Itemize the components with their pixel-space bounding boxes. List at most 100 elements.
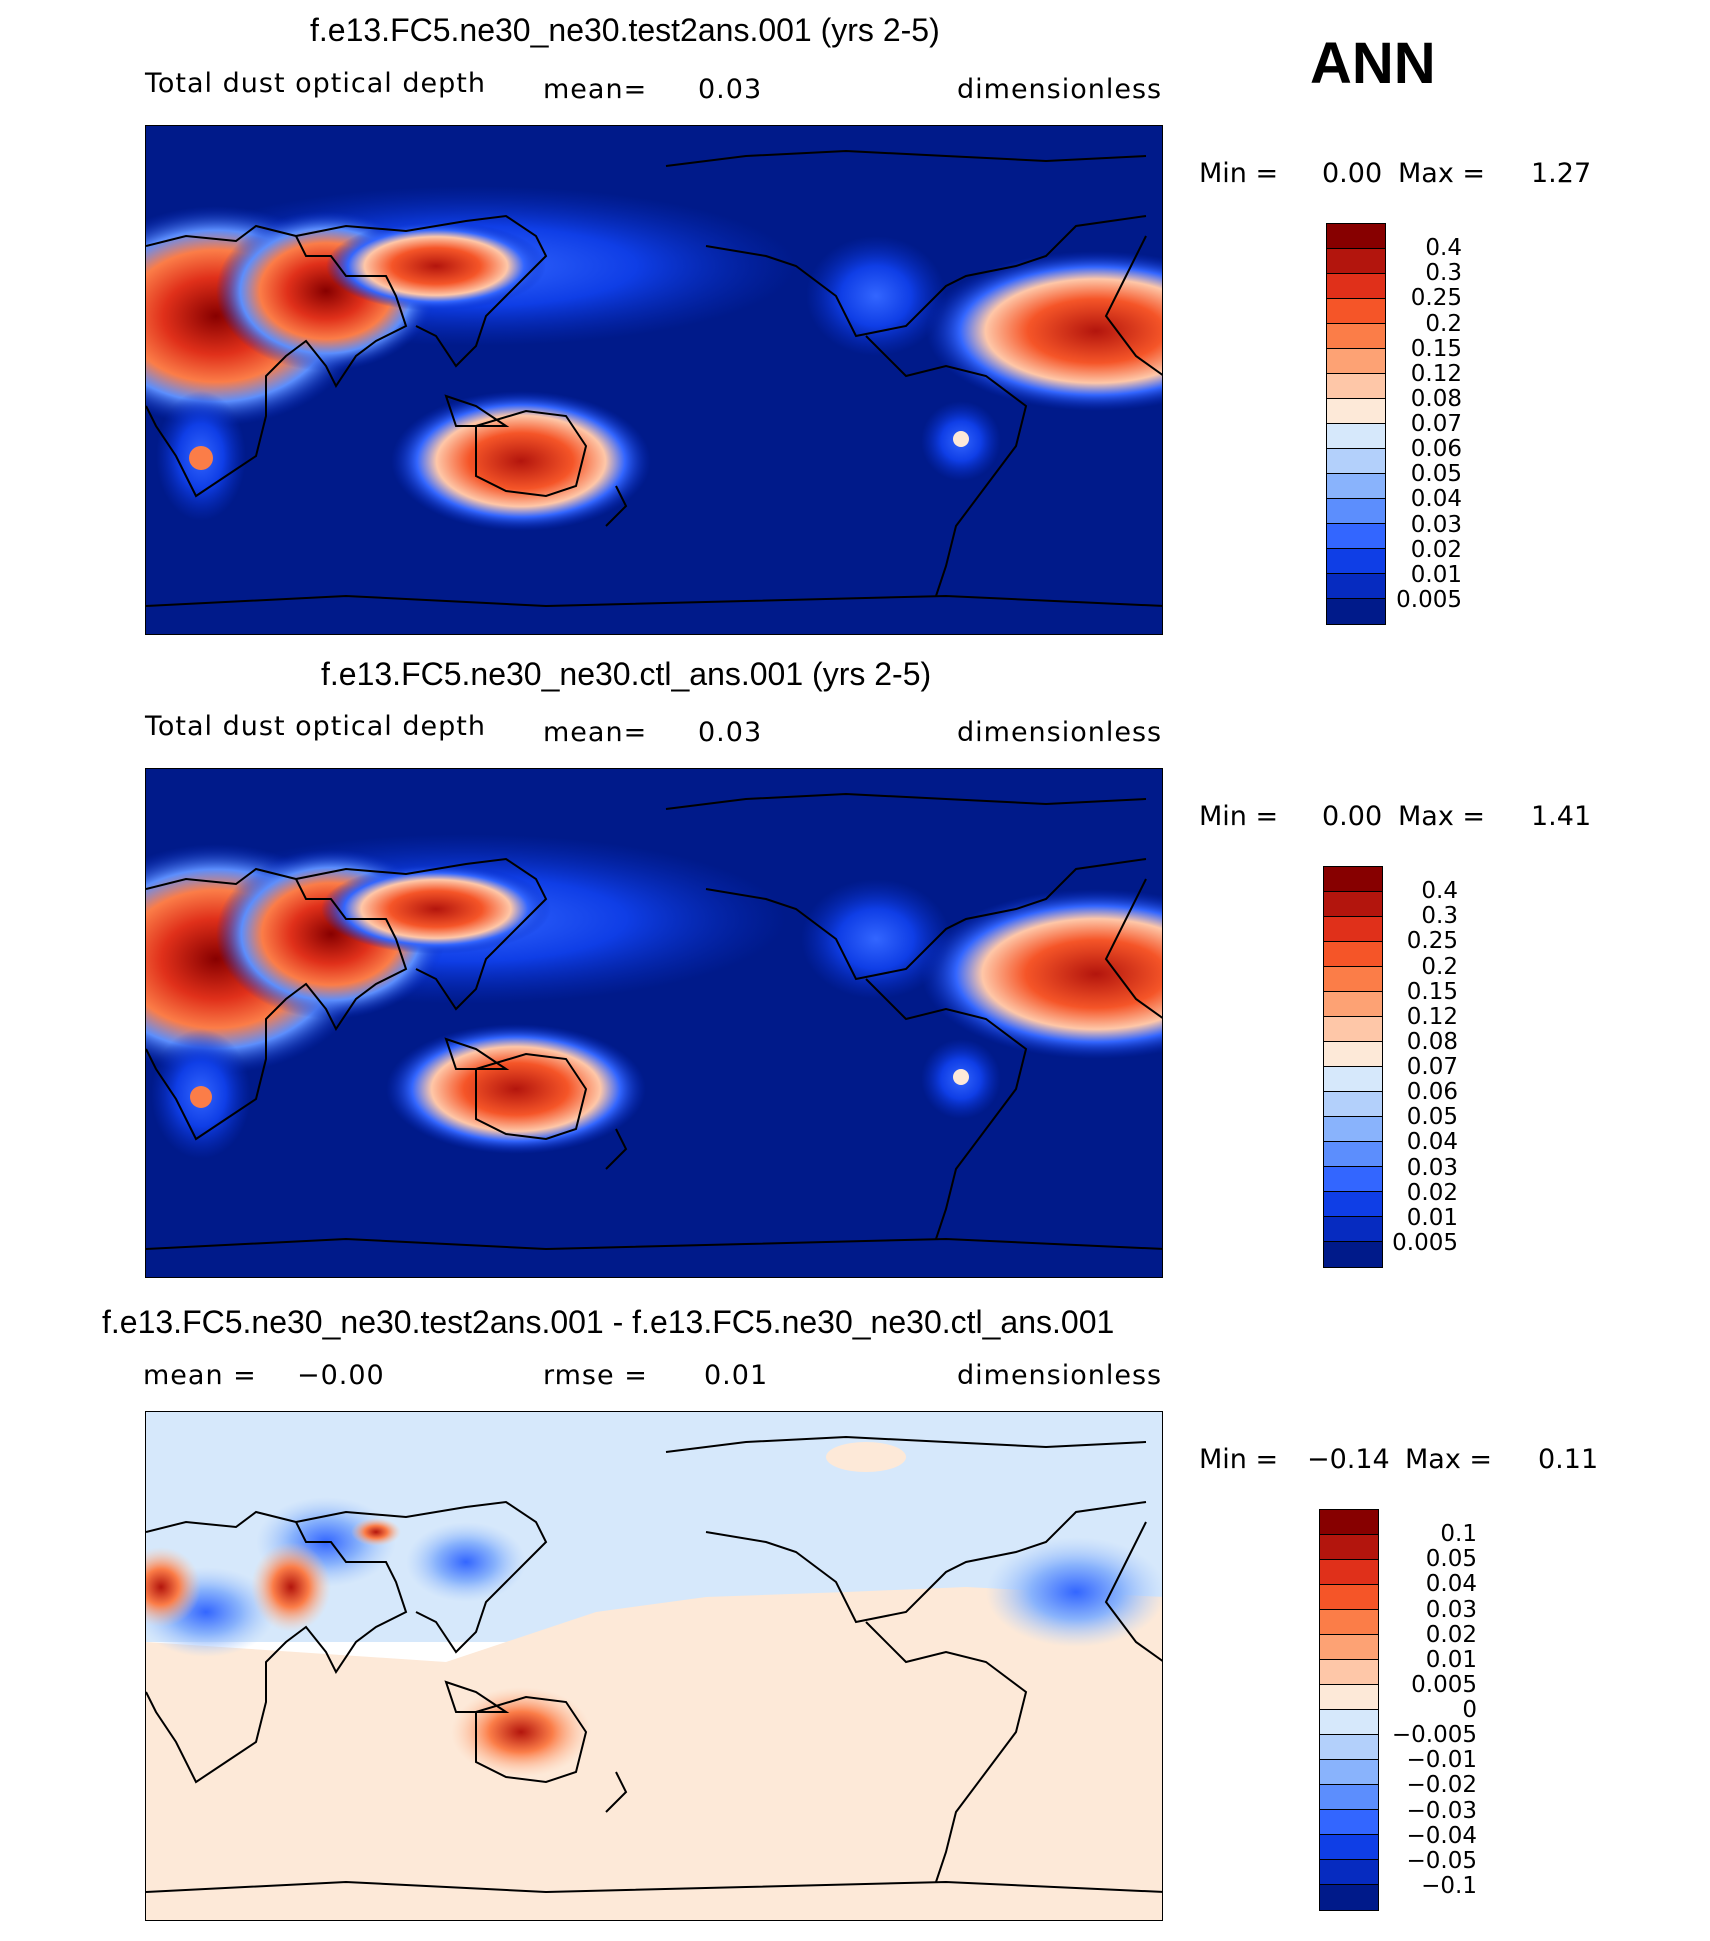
colorbar-swatch [1324, 1117, 1382, 1142]
colorbar-swatch [1320, 1810, 1378, 1835]
colorbar-swatch [1324, 992, 1382, 1017]
panel-diff-max-value: 0.11 [1538, 1444, 1599, 1475]
colorbar-swatch [1320, 1860, 1378, 1885]
colorbar-swatch [1327, 399, 1385, 424]
colorbar-tick-label: 0.1 [1440, 1521, 1477, 1548]
diff-south-background [146, 1587, 1162, 1920]
colorbar-tick-label: 0.06 [1406, 1079, 1458, 1106]
plume-taklamakan [321, 864, 551, 954]
colorbar-swatch [1327, 524, 1385, 549]
colorbar-swatch [1324, 1167, 1382, 1192]
diff-pos-arabia [251, 1542, 331, 1632]
panel-test-mean-value: 0.03 [698, 74, 763, 105]
colorbar-swatch [1320, 1710, 1378, 1735]
colorbar-tick-label: 0 [1462, 1697, 1477, 1723]
panel-test-min-label: Min = [1199, 158, 1279, 189]
colorbar-tick-label: 0.05 [1410, 461, 1462, 488]
panel-ctl-mean-label: mean= [543, 717, 648, 748]
colorbar-swatch [1320, 1510, 1378, 1535]
colorbar-swatch [1327, 249, 1385, 274]
colorbar-swatch [1324, 1217, 1382, 1242]
colorbar-tick-label: 0.02 [1410, 536, 1462, 563]
colorbar-swatch [1320, 1585, 1378, 1610]
colorbar-swatch [1324, 917, 1382, 942]
colorbar-tick-label: −0.05 [1406, 1847, 1477, 1874]
colorbar-swatch [1327, 349, 1385, 374]
diff-pos-sahara [146, 1547, 201, 1627]
colorbar-tick-label: 0.03 [1406, 1154, 1458, 1181]
colorbar-swatch [1320, 1560, 1378, 1585]
colorbar-swatch [1324, 967, 1382, 992]
colorbar-tick-label: 0.4 [1421, 878, 1458, 905]
colorbar-tick-label: 0.03 [1410, 511, 1462, 538]
colorbar-swatch [1327, 574, 1385, 599]
colorbar-tick-label: −0.02 [1406, 1772, 1477, 1799]
season-label: ANN [1310, 31, 1436, 96]
diff-pos-taklamakan [351, 1518, 401, 1546]
colorbar-tick-label: 0.15 [1410, 335, 1462, 362]
panel-diff-mean-label: mean = [143, 1360, 257, 1391]
colorbar-tick-label: 0.2 [1425, 310, 1462, 337]
panel-ctl-min-label: Min = [1199, 801, 1279, 832]
colorbar-swatch [1327, 374, 1385, 399]
colorbar-tick-label: 0.07 [1410, 411, 1462, 437]
colorbar-swatch [1327, 599, 1385, 624]
colorbar-swatch [1327, 224, 1385, 249]
plume-atlantic [921, 889, 1162, 1059]
panel-test-map [145, 125, 1163, 635]
colorbar-swatch [1320, 1835, 1378, 1860]
colorbar-tick-label: −0.005 [1391, 1722, 1477, 1749]
panel-ctl-map [145, 768, 1163, 1278]
panel-diff-colorbar [1319, 1509, 1379, 1911]
colorbar-swatch [1327, 499, 1385, 524]
colorbar-swatch [1327, 299, 1385, 324]
colorbar-tick-label: 0.04 [1406, 1129, 1458, 1156]
panel-test-units: dimensionless [957, 74, 1163, 105]
colorbar-swatch [1320, 1660, 1378, 1685]
colorbar-swatch [1324, 1067, 1382, 1092]
panel-diff-units: dimensionless [957, 1360, 1163, 1391]
colorbar-tick-label: 0.4 [1425, 235, 1462, 262]
colorbar-tick-label: 0.005 [1411, 1671, 1477, 1698]
colorbar-tick-label: 0.02 [1406, 1179, 1458, 1206]
panel-ctl-title: f.e13.FC5.ne30_ne30.ctl_ans.001 (yrs 2-5… [321, 656, 932, 692]
colorbar-swatch [1324, 867, 1382, 892]
panel-ctl-max-value: 1.41 [1531, 801, 1592, 832]
panel-diff-mean-value: −0.00 [297, 1360, 385, 1391]
colorbar-tick-label: 0.3 [1425, 260, 1462, 287]
panel-test-colorbar-labels: 0.4 0.3 0.25 0.2 0.15 0.12 0.08 0.07 0.06 0.05 0.0… [1396, 223, 1462, 625]
colorbar-tick-label: 0.02 [1425, 1621, 1477, 1648]
coastlines [146, 149, 1162, 608]
colorbar-tick-label: 0.3 [1421, 903, 1458, 930]
colorbar-tick-label: 0.12 [1406, 1003, 1458, 1030]
colorbar-swatch [1327, 274, 1385, 299]
panel-diff-title: f.e13.FC5.ne30_ne30.test2ans.001 - f.e13… [102, 1304, 1115, 1340]
coastlines [146, 1435, 1162, 1894]
colorbar-swatch [1324, 1017, 1382, 1042]
plume-north-america [806, 236, 946, 356]
panel-test-min-value: 0.00 [1322, 158, 1383, 189]
colorbar-swatch [1324, 1242, 1382, 1267]
panel-ctl-colorbar-labels: 0.4 0.3 0.25 0.2 0.15 0.12 0.08 0.07 0.06 0.05 0.0… [1392, 866, 1458, 1268]
colorbar-tick-label: 0.25 [1410, 285, 1462, 312]
plume-taklamakan [326, 221, 546, 311]
colorbar-swatch [1320, 1685, 1378, 1710]
colorbar-tick-label: 0.07 [1406, 1054, 1458, 1080]
colorbar-swatch [1324, 942, 1382, 967]
colorbar-swatch [1327, 449, 1385, 474]
panel-ctl-colorbar [1323, 866, 1383, 1268]
colorbar-tick-label: −0.04 [1406, 1822, 1477, 1849]
diff-pos-north [826, 1442, 906, 1472]
colorbar-tick-label: 0.04 [1410, 486, 1462, 513]
colorbar-tick-label: 0.08 [1406, 1028, 1458, 1055]
colorbar-swatch [1324, 1192, 1382, 1217]
panel-test-max-label: Max = [1398, 158, 1486, 189]
colorbar-swatch [1320, 1610, 1378, 1635]
panel-diff-max-label: Max = [1405, 1444, 1493, 1475]
panel-ctl-max-label: Max = [1398, 801, 1486, 832]
colorbar-tick-label: 0.08 [1410, 385, 1462, 412]
panel-ctl-units: dimensionless [957, 717, 1163, 748]
panel-test-colorbar [1326, 223, 1386, 625]
colorbar-swatch [1324, 1092, 1382, 1117]
colorbar-swatch [1327, 424, 1385, 449]
